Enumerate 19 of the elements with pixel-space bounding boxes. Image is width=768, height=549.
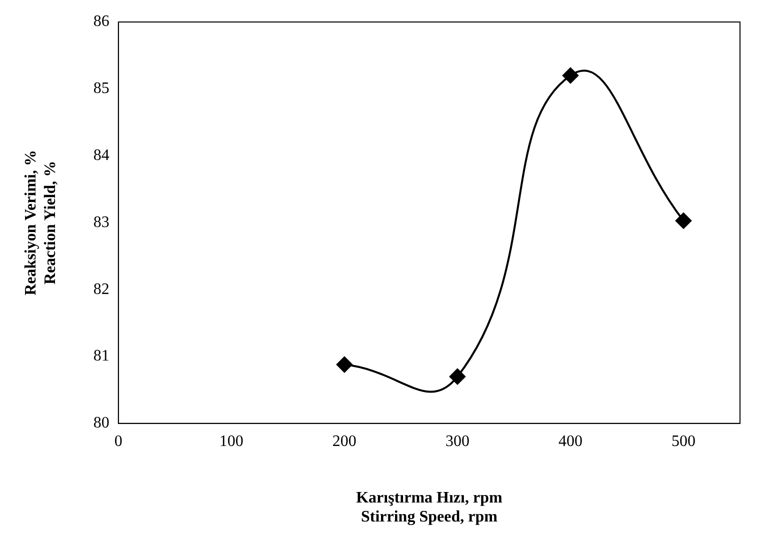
y-tick-label: 86	[93, 13, 110, 30]
y-tick-label: 83	[93, 214, 110, 231]
y-axis-title: Reaksiyon Verimi, % Reaction Yield, %	[22, 150, 59, 296]
y-tick-label: 85	[93, 80, 110, 98]
x-tick-label: 100	[219, 433, 244, 450]
y-tick-label: 81	[93, 348, 110, 365]
x-tick-label: 0	[114, 433, 122, 450]
point	[675, 212, 692, 229]
point	[562, 68, 578, 84]
point	[449, 368, 466, 385]
x-tick-label: 500	[671, 433, 696, 450]
y-tick-label: 84	[93, 147, 110, 164]
x-tick-label: 200	[332, 433, 356, 450]
x-axis-title: Karıştırma Hızı, rpm Stirring Speed, rpm	[356, 489, 503, 526]
x-tick-label: 400	[558, 433, 582, 450]
x-tick-label: 300	[445, 433, 470, 450]
y-tick-label: 80	[93, 414, 110, 432]
y-tick-label: 82	[93, 280, 110, 298]
point	[336, 356, 352, 373]
